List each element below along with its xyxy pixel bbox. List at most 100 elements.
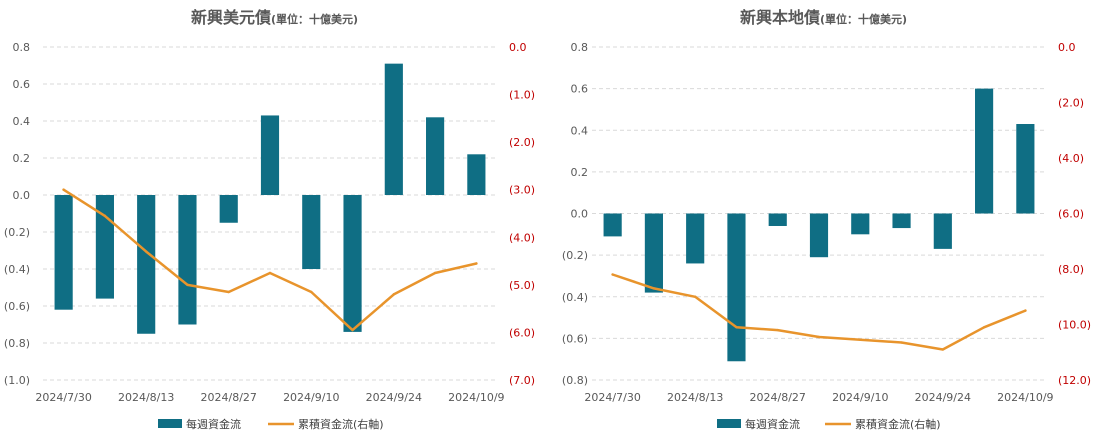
line-point — [611, 273, 614, 276]
line-point — [392, 293, 396, 296]
y-left-tick-label: 0.4 — [13, 115, 31, 128]
y-right-tick-label: (4.0) — [509, 231, 535, 244]
chart-panel-emerging-local-bonds: 新興本地債(單位：十億美元) 0.8 0.6 0.4 0.2 0.0 (0.2) (0.4)… — [549, 0, 1098, 437]
y-right-tick-label: (3.0) — [509, 184, 535, 197]
legend-label-bars: 每週資金流 — [186, 417, 241, 431]
legend-label-bars: 每週資金流 — [745, 417, 800, 431]
chart-title-main: 新興美元債 — [190, 8, 271, 27]
bar — [137, 195, 156, 334]
x-tick-label: 2024/10/9 — [997, 391, 1053, 404]
bar — [343, 195, 362, 332]
x-tick-label: 2024/8/27 — [750, 391, 806, 404]
line-point — [859, 338, 862, 341]
y-left-tick-label: 0.8 — [13, 41, 31, 54]
x-tick-label: 2024/8/13 — [118, 391, 174, 404]
legend-swatch-bars — [717, 419, 741, 428]
bar — [727, 213, 746, 362]
bar — [54, 195, 73, 310]
y-right-tick-label: 0.0 — [1058, 41, 1076, 54]
bar — [975, 88, 994, 214]
cumulative-flow-line — [62, 188, 478, 332]
bar — [426, 117, 445, 195]
line-point — [900, 341, 903, 344]
y-left-tick-label: (0.4) — [4, 263, 30, 276]
y-right-tick-label: 0.0 — [509, 41, 527, 54]
y-right-tick-label: (2.0) — [509, 136, 535, 149]
x-tick-label: 2024/7/30 — [584, 391, 640, 404]
line-point — [941, 348, 945, 351]
chart-title: 新興美元債(單位：十億美元) — [0, 4, 549, 28]
line-point — [268, 271, 272, 275]
bar — [178, 195, 197, 325]
chart-title: 新興本地債(單位：十億美元) — [549, 4, 1098, 28]
y-left-tick-label: (1.0) — [4, 374, 30, 387]
y-left-tick-label: (0.2) — [562, 249, 588, 262]
bar — [892, 213, 911, 229]
line-point — [310, 290, 313, 294]
line-point — [817, 335, 821, 339]
line-point — [62, 188, 65, 191]
chart-plot-area: 0.8 0.6 0.4 0.2 0.0 (0.2) (0.4) (0.6) (0.8) (1.0)… — [4, 41, 535, 431]
bar — [219, 195, 238, 223]
y-left-tick-label: (0.6) — [562, 332, 588, 345]
y-right-tick-label: (4.0) — [1058, 152, 1084, 165]
y-left-tick-label: 0.6 — [13, 78, 31, 91]
x-tick-label: 2024/7/30 — [35, 391, 91, 404]
bar — [686, 213, 705, 264]
y-right-tick-label: (6.0) — [509, 326, 535, 339]
chart-plot-area: 0.8 0.6 0.4 0.2 0.0 (0.2) (0.4) (0.6) (0.8) 0.0 (2… — [562, 41, 1091, 431]
x-tick-label: 2024/10/9 — [448, 391, 504, 404]
y-right-tick-label: (8.0) — [1058, 263, 1084, 276]
line-point — [652, 287, 656, 290]
bar — [1016, 124, 1035, 214]
y-left-tick-label: 0.4 — [571, 124, 589, 137]
bar — [467, 154, 486, 195]
bar — [302, 195, 321, 269]
bar — [809, 213, 829, 258]
y-left-tick-label: (0.2) — [4, 226, 30, 239]
y-right-tick-label: (1.0) — [509, 89, 535, 102]
line-point — [103, 214, 107, 218]
line-point — [982, 326, 986, 329]
y-right-tick-label: (5.0) — [509, 279, 535, 292]
chart-panel-emerging-usd-bonds: 新興美元債(單位：十億美元) 0.8 0.6 0.4 0.2 0.0 (0.2) (0.4)… — [0, 4, 549, 431]
legend-swatch-bars — [158, 419, 182, 428]
line-point — [475, 262, 478, 265]
y-left-tick-label: (0.8) — [562, 374, 588, 387]
y-right-tick-label: (6.0) — [1058, 208, 1084, 221]
line-point — [1024, 309, 1027, 312]
line-point — [351, 328, 354, 332]
y-left-tick-label: (0.8) — [4, 337, 30, 350]
y-left-tick-label: 0.0 — [571, 208, 589, 221]
chart-title-unit: (單位：十億美元) — [270, 13, 359, 26]
bar — [768, 213, 787, 226]
chart-title-main: 新興本地債 — [739, 8, 820, 27]
y-right-tick-label: (7.0) — [509, 374, 535, 387]
y-left-tick-label: 0.8 — [571, 41, 589, 54]
x-tick-label: 2024/8/27 — [201, 391, 257, 404]
y-left-tick-label: (0.4) — [562, 291, 588, 304]
chart-title-unit: (單位：十億美元) — [819, 13, 908, 26]
x-tick-label: 2024/9/10 — [283, 391, 339, 404]
y-left-tick-label: 0.6 — [571, 83, 589, 96]
cumulative-flow-line — [611, 273, 1027, 351]
x-tick-label: 2024/9/24 — [915, 391, 971, 404]
line-point — [144, 250, 148, 253]
y-left-tick-label: 0.0 — [13, 189, 31, 202]
line-point — [776, 328, 779, 332]
x-tick-label: 2024/9/24 — [366, 391, 422, 404]
line-point — [693, 295, 697, 298]
y-right-tick-label: (10.0) — [1058, 319, 1091, 332]
bar — [851, 213, 870, 235]
y-left-tick-label: (0.6) — [4, 300, 30, 313]
line-point — [735, 326, 738, 329]
line-point — [433, 271, 437, 275]
x-tick-label: 2024/9/10 — [832, 391, 888, 404]
bar — [644, 213, 663, 293]
bar — [384, 63, 403, 196]
x-tick-label: 2024/8/13 — [667, 391, 723, 404]
bar — [603, 213, 622, 237]
y-right-tick-label: (2.0) — [1058, 97, 1084, 110]
line-point — [227, 290, 230, 294]
